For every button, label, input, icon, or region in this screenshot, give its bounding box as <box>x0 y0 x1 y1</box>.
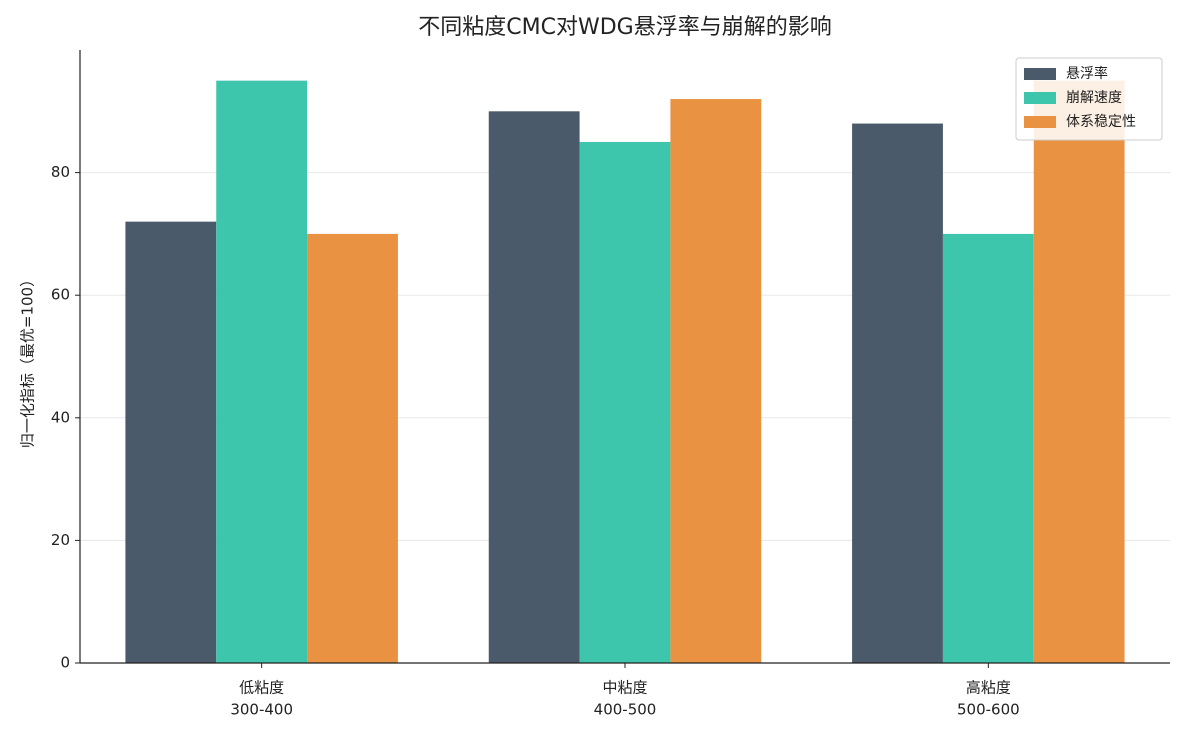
bar <box>579 141 671 663</box>
y-tick-label: 80 <box>51 163 70 181</box>
bar <box>670 99 762 664</box>
x-tick-label: 中粘度 <box>602 679 647 697</box>
bar <box>852 123 943 663</box>
legend-swatch <box>1024 116 1056 128</box>
bar <box>125 221 217 663</box>
x-tick-label: 高粘度 <box>966 679 1011 697</box>
bar <box>307 233 398 663</box>
y-tick-label: 40 <box>51 408 70 426</box>
x-tick-label: 300-400 <box>230 701 293 719</box>
y-axis-label: 归一化指标（最优=100） <box>19 272 37 448</box>
y-tick-label: 20 <box>51 531 70 549</box>
legend-label: 崩解速度 <box>1066 90 1122 106</box>
legend-swatch <box>1024 92 1056 104</box>
legend-label: 悬浮率 <box>1066 65 1108 82</box>
x-tick-label: 500-600 <box>957 701 1020 719</box>
bar <box>216 80 308 663</box>
bar <box>942 233 1034 663</box>
legend-label: 体系稳定性 <box>1066 114 1136 130</box>
chart-title: 不同粘度CMC对WDG悬浮率与崩解的影响 <box>418 15 831 40</box>
legend-swatch <box>1024 68 1056 80</box>
bar <box>488 111 580 664</box>
x-tick-label: 低粘度 <box>239 679 284 697</box>
y-tick-label: 0 <box>60 654 70 672</box>
x-tick-label: 400-500 <box>594 701 657 719</box>
bar <box>1033 80 1125 663</box>
y-tick-label: 60 <box>51 286 70 304</box>
